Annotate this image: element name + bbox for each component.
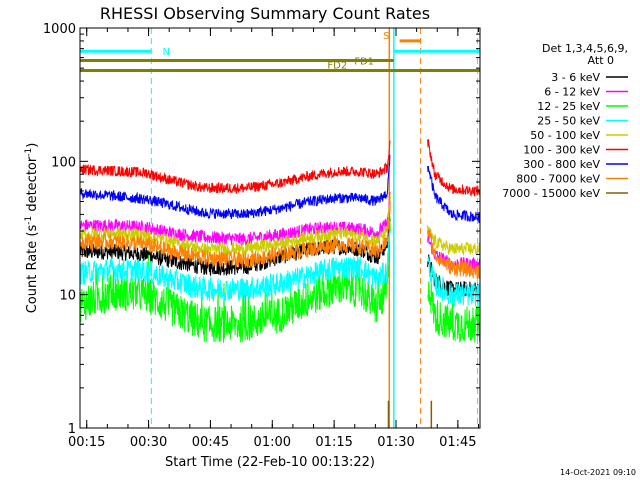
series-line-12-25kev-part2 [427, 281, 481, 343]
x-axis: 00:15 00:30 00:45 01:00 01:15 01:30 01:45 [68, 28, 479, 450]
x-tick-label-0130: 01:30 [377, 435, 414, 450]
series-line-300-800kev-part1 [79, 154, 391, 220]
y-tick-label-1000: 1000 [43, 22, 76, 37]
legend-label-3: 12 - 25 keV [537, 100, 600, 113]
flag-label-n: N [162, 47, 169, 58]
legend-label-5: 50 - 100 keV [530, 129, 600, 142]
series-line-50-100kev-part2 [427, 225, 481, 256]
legend-label-4: 25 - 50 keV [537, 115, 600, 128]
plot-area: N S FD1 FD2 [79, 27, 481, 429]
legend-label-7: 300 - 800 keV [523, 158, 600, 171]
y-axis-label-sup1: -1 [24, 216, 34, 225]
y-tick-label-100: 100 [51, 155, 76, 170]
y-axis-label: Count Rate (s-1 detector-1) [24, 143, 40, 314]
series-line-25-50kev-part2 [427, 256, 481, 308]
y-axis-label-part2: detector [25, 156, 40, 216]
plot-frame [79, 27, 481, 429]
y-tick-label-1: 1 [68, 422, 76, 437]
series-line-50-100kev-part1 [79, 193, 391, 257]
series-line-25-50kev-part1 [79, 230, 391, 303]
series-line-800-7000kev-part1 [79, 201, 391, 269]
flag-label-fd2: FD2 [327, 61, 347, 72]
legend-label-6: 100 - 300 keV [523, 144, 600, 157]
series-line-3-6kev-part1 [79, 214, 391, 277]
legend-label-1: 3 - 6 keV [551, 71, 600, 84]
x-tick-label-0100: 01:00 [254, 435, 291, 450]
timestamp: 14-Oct-2021 09:10 [560, 468, 636, 477]
flag-label-s: S [383, 31, 389, 42]
series-line-12-25kev-part1 [79, 220, 391, 343]
legend-header-attenuator: Att 0 [588, 54, 614, 67]
y-axis-label-part3: ) [25, 143, 40, 148]
chart-title: RHESSI Observing Summary Count Rates [100, 4, 430, 23]
y-axis-label-sup2: -1 [24, 148, 34, 157]
series-line-100-300kev-part1 [79, 140, 391, 194]
x-axis-label: Start Time (22-Feb-10 00:13:22) [165, 455, 375, 470]
x-tick-label-0030: 00:30 [130, 435, 167, 450]
series-line-800-7000kev-part2 [427, 229, 481, 279]
x-tick-label-0145: 01:45 [439, 435, 476, 450]
y-axis: 1 10 100 1000 [43, 22, 480, 437]
legend-label-2: 6 - 12 keV [544, 86, 600, 99]
legend: Det 1,3,4,5,6,9, Att 0 3 - 6 keV 6 - 12 k… [502, 42, 628, 200]
flag-label-fd1: FD1 [354, 57, 374, 68]
y-axis-label-part1: Count Rate (s [25, 225, 40, 314]
x-tick-label-0115: 01:15 [315, 435, 352, 450]
series-line-100-300kev-part2 [427, 139, 481, 197]
x-tick-label-0045: 00:45 [192, 435, 229, 450]
y-tick-label-10: 10 [59, 289, 76, 304]
legend-label-8: 800 - 7000 keV [516, 173, 600, 186]
legend-label-9: 7000 - 15000 keV [502, 187, 600, 200]
x-tick-label-0015: 00:15 [68, 435, 105, 450]
legend-header-detectors: Det 1,3,4,5,6,9, [542, 42, 628, 55]
series-line-300-800kev-part2 [427, 165, 481, 224]
